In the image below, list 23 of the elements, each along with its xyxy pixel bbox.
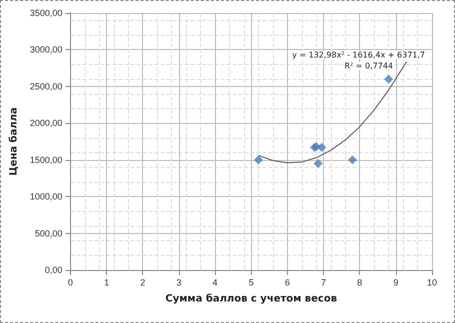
y-tick-label: 0,00 [44,265,62,275]
x-tick-label: 0 [68,278,73,288]
x-tick-label: 10 [426,278,438,288]
annotation: y = 132,98x² - 1616,4x + 6371,7 [292,50,425,60]
x-tick-label: 5 [248,278,254,288]
x-tick-label: 2 [140,278,146,288]
x-tick-label: 1 [104,278,110,288]
x-tick-label: 6 [284,278,290,288]
y-tick-label: 1500,00 [30,154,62,165]
y-tick-label: 2000,00 [30,118,62,128]
x-tick-label: 4 [212,278,218,288]
y-tick-label: 3000,00 [30,44,62,55]
x-axis-title: Сумма баллов с учетом весов [165,294,338,304]
y-tick-label: 500,00 [34,228,62,238]
x-tick-label: 7 [321,278,326,288]
y-tick-label: 2500,00 [30,81,62,92]
x-tick-label: 9 [393,278,398,288]
x-tick-label: 3 [176,278,182,288]
y-tick-label: 1000,00 [30,192,62,202]
y-tick-label: 3500,00 [30,8,62,18]
annotation: R² = 0,7744 [344,62,393,70]
x-tick-label: 8 [357,278,362,288]
y-axis-title: Цена балла [8,107,20,176]
